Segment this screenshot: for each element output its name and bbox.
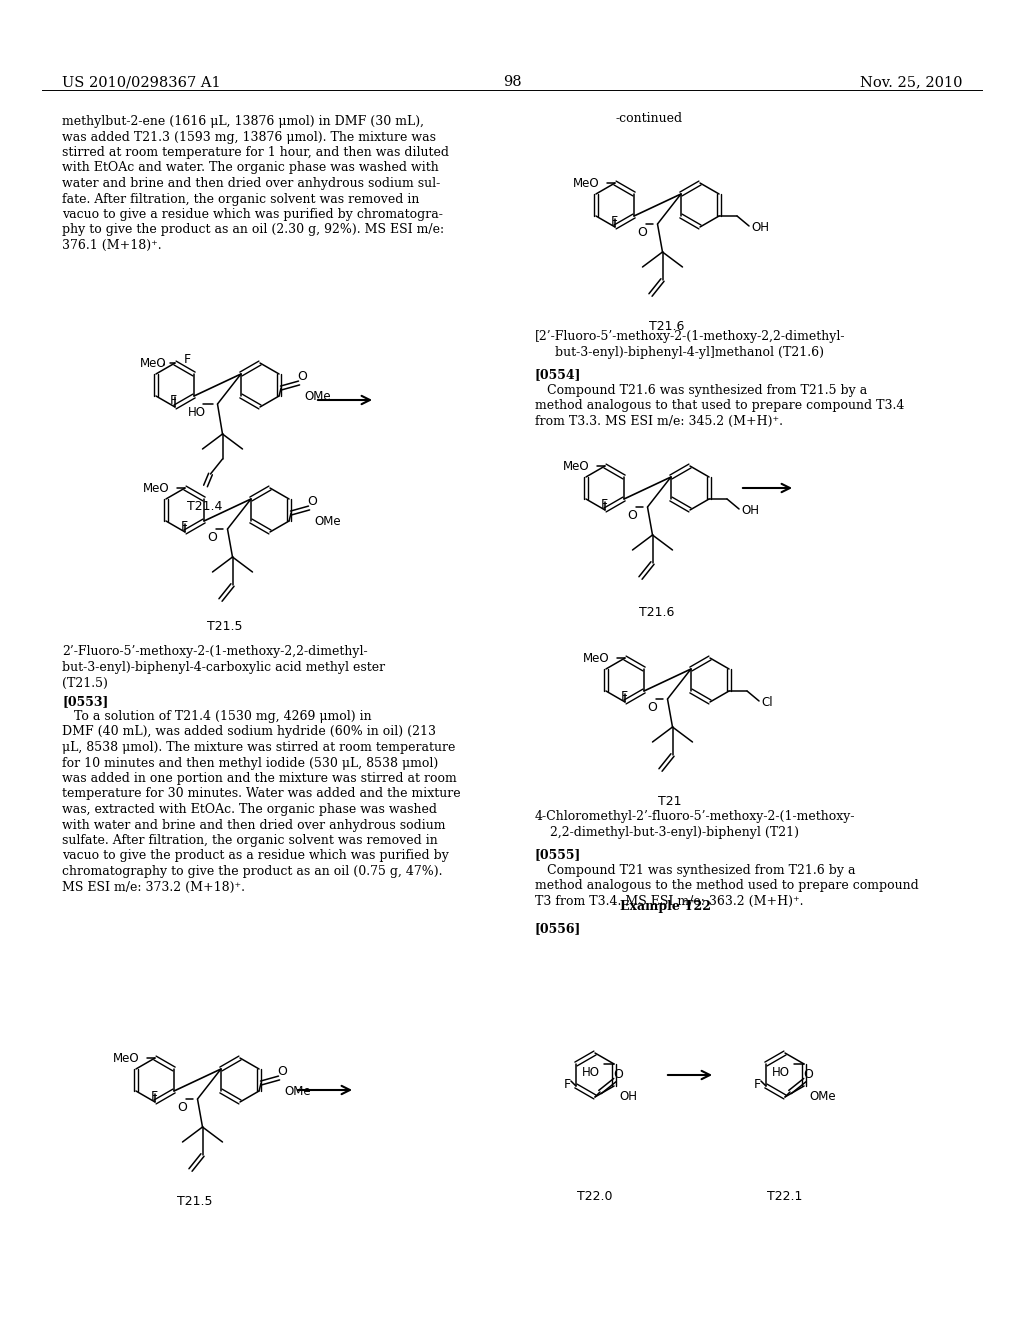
Text: [0556]: [0556]: [535, 921, 582, 935]
Text: chromatography to give the product as an oil (0.75 g, 47%).: chromatography to give the product as an…: [62, 865, 442, 878]
Text: MeO: MeO: [583, 652, 609, 665]
Text: 4-Chloromethyl-2’-fluoro-5’-methoxy-2-(1-methoxy-: 4-Chloromethyl-2’-fluoro-5’-methoxy-2-(1…: [535, 810, 855, 822]
Text: [0554]: [0554]: [535, 368, 582, 381]
Text: O: O: [208, 531, 217, 544]
Text: MS ESI m/e: 373.2 (M+18)⁺.: MS ESI m/e: 373.2 (M+18)⁺.: [62, 880, 245, 894]
Text: Nov. 25, 2010: Nov. 25, 2010: [859, 75, 962, 88]
Text: Cl: Cl: [761, 696, 773, 709]
Text: [0555]: [0555]: [535, 847, 582, 861]
Text: F: F: [754, 1078, 761, 1092]
Text: phy to give the product as an oil (2.30 g, 92%). MS ESI m/e:: phy to give the product as an oil (2.30 …: [62, 223, 444, 236]
Text: vacuo to give the product as a residue which was purified by: vacuo to give the product as a residue w…: [62, 850, 449, 862]
Text: was added in one portion and the mixture was stirred at room: was added in one portion and the mixture…: [62, 772, 457, 785]
Text: F: F: [170, 393, 177, 407]
Text: O: O: [638, 226, 647, 239]
Text: MeO: MeO: [140, 356, 167, 370]
Text: (T21.5): (T21.5): [62, 677, 108, 690]
Text: -continued: -continued: [615, 112, 682, 125]
Text: method analogous to the method used to prepare compound: method analogous to the method used to p…: [535, 879, 919, 892]
Text: μL, 8538 μmol). The mixture was stirred at room temperature: μL, 8538 μmol). The mixture was stirred …: [62, 741, 456, 754]
Text: temperature for 30 minutes. Water was added and the mixture: temperature for 30 minutes. Water was ad…: [62, 788, 461, 800]
Text: T21.6: T21.6: [649, 319, 685, 333]
Text: OH: OH: [741, 504, 759, 517]
Text: F: F: [151, 1090, 158, 1104]
Text: Compound T21.6 was synthesized from T21.5 by a: Compound T21.6 was synthesized from T21.…: [535, 384, 867, 397]
Text: DMF (40 mL), was added sodium hydride (60% in oil) (213: DMF (40 mL), was added sodium hydride (6…: [62, 726, 436, 738]
Text: HO: HO: [187, 407, 206, 418]
Text: 2’-Fluoro-5’-methoxy-2-(1-methoxy-2,2-dimethyl-: 2’-Fluoro-5’-methoxy-2-(1-methoxy-2,2-di…: [62, 645, 368, 657]
Text: MeO: MeO: [573, 177, 600, 190]
Text: OMe: OMe: [284, 1085, 310, 1098]
Text: with EtOAc and water. The organic phase was washed with: with EtOAc and water. The organic phase …: [62, 161, 438, 174]
Text: To a solution of T21.4 (1530 mg, 4269 μmol) in: To a solution of T21.4 (1530 mg, 4269 μm…: [62, 710, 372, 723]
Text: from T3.3. MS ESI m/e: 345.2 (M+H)⁺.: from T3.3. MS ESI m/e: 345.2 (M+H)⁺.: [535, 414, 783, 428]
Text: O: O: [613, 1068, 623, 1081]
Text: MeO: MeO: [563, 459, 590, 473]
Text: O: O: [628, 510, 637, 521]
Text: fate. After filtration, the organic solvent was removed in: fate. After filtration, the organic solv…: [62, 193, 420, 206]
Text: HO: HO: [772, 1067, 791, 1078]
Text: water and brine and then dried over anhydrous sodium sul-: water and brine and then dried over anhy…: [62, 177, 440, 190]
Text: T22.0: T22.0: [578, 1191, 612, 1203]
Text: F: F: [564, 1078, 571, 1092]
Text: O: O: [278, 1065, 287, 1078]
Text: F: F: [181, 520, 188, 533]
Text: was, extracted with EtOAc. The organic phase was washed: was, extracted with EtOAc. The organic p…: [62, 803, 437, 816]
Text: T22.1: T22.1: [767, 1191, 803, 1203]
Text: with water and brine and then dried over anhydrous sodium: with water and brine and then dried over…: [62, 818, 445, 832]
Text: F: F: [184, 352, 191, 366]
Text: OMe: OMe: [304, 389, 331, 403]
Text: Compound T21 was synthesized from T21.6 by a: Compound T21 was synthesized from T21.6 …: [535, 865, 855, 876]
Text: O: O: [307, 495, 316, 508]
Text: F: F: [611, 215, 618, 228]
Text: method analogous to that used to prepare compound T3.4: method analogous to that used to prepare…: [535, 400, 904, 412]
Text: methylbut-2-ene (1616 μL, 13876 μmol) in DMF (30 mL),: methylbut-2-ene (1616 μL, 13876 μmol) in…: [62, 115, 424, 128]
Text: MeO: MeO: [143, 482, 170, 495]
Text: F: F: [621, 690, 628, 704]
Text: F: F: [601, 498, 608, 511]
Text: [0553]: [0553]: [62, 696, 109, 708]
Text: 376.1 (M+18)⁺.: 376.1 (M+18)⁺.: [62, 239, 162, 252]
Text: 2,2-dimethyl-but-3-enyl)-biphenyl (T21): 2,2-dimethyl-but-3-enyl)-biphenyl (T21): [550, 826, 799, 840]
Text: 98: 98: [503, 75, 521, 88]
Text: O: O: [647, 701, 657, 714]
Text: vacuo to give a residue which was purified by chromatogra-: vacuo to give a residue which was purifi…: [62, 209, 442, 220]
Text: was added T21.3 (1593 mg, 13876 μmol). The mixture was: was added T21.3 (1593 mg, 13876 μmol). T…: [62, 131, 436, 144]
Text: for 10 minutes and then methyl iodide (530 μL, 8538 μmol): for 10 minutes and then methyl iodide (5…: [62, 756, 438, 770]
Text: HO: HO: [582, 1067, 600, 1078]
Text: O: O: [297, 370, 307, 383]
Text: stirred at room temperature for 1 hour, and then was diluted: stirred at room temperature for 1 hour, …: [62, 147, 449, 158]
Text: OH: OH: [618, 1090, 637, 1104]
Text: but-3-enyl)-biphenyl-4-yl]methanol (T21.6): but-3-enyl)-biphenyl-4-yl]methanol (T21.…: [555, 346, 824, 359]
Text: [2’-Fluoro-5’-methoxy-2-(1-methoxy-2,2-dimethyl-: [2’-Fluoro-5’-methoxy-2-(1-methoxy-2,2-d…: [535, 330, 846, 343]
Text: MeO: MeO: [113, 1052, 139, 1065]
Text: T21.6: T21.6: [639, 606, 675, 619]
Text: T21: T21: [658, 795, 682, 808]
Text: O: O: [177, 1101, 187, 1114]
Text: but-3-enyl)-biphenyl-4-carboxylic acid methyl ester: but-3-enyl)-biphenyl-4-carboxylic acid m…: [62, 661, 385, 675]
Text: Example T22: Example T22: [620, 900, 711, 913]
Text: T3 from T3.4. MS ESI m/e: 363.2 (M+H)⁺.: T3 from T3.4. MS ESI m/e: 363.2 (M+H)⁺.: [535, 895, 804, 908]
Text: sulfate. After filtration, the organic solvent was removed in: sulfate. After filtration, the organic s…: [62, 834, 437, 847]
Text: T21.5: T21.5: [177, 1195, 213, 1208]
Text: T21.5: T21.5: [207, 620, 243, 634]
Text: OMe: OMe: [314, 515, 341, 528]
Text: OH: OH: [751, 220, 769, 234]
Text: OMe: OMe: [809, 1090, 836, 1104]
Text: US 2010/0298367 A1: US 2010/0298367 A1: [62, 75, 220, 88]
Text: T21.4: T21.4: [187, 500, 222, 513]
Text: O: O: [803, 1068, 813, 1081]
